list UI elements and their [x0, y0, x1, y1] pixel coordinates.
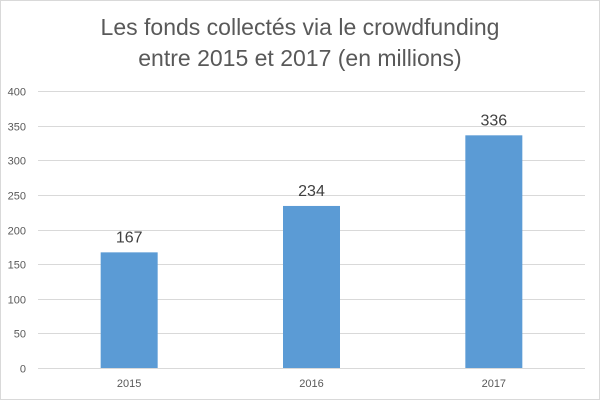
x-axis-tick-labels: 2015 2016 2017: [117, 378, 506, 390]
data-label-2016: 234: [298, 183, 325, 200]
bar-2017: [465, 135, 523, 368]
x-tick-label-2017: 2017: [482, 378, 506, 390]
y-tick-label: 250: [8, 191, 26, 203]
y-tick-label: 350: [8, 122, 26, 134]
chart-title-line-2: entre 2015 et 2017 (en millions): [138, 45, 462, 71]
y-tick-label: 0: [20, 364, 26, 376]
bars: [100, 135, 523, 368]
data-label-2015: 167: [116, 229, 143, 246]
y-tick-label: 150: [8, 260, 26, 272]
y-tick-label: 50: [14, 329, 26, 341]
y-tick-label: 100: [8, 295, 26, 307]
data-label-2017: 336: [480, 112, 507, 129]
y-tick-label: 400: [8, 87, 26, 99]
y-axis-tick-labels: 0 50 100 150 200 250 300 350 400: [8, 87, 26, 376]
chart-title-line-1: Les fonds collectés via le crowdfunding: [100, 14, 500, 40]
x-tick-label-2016: 2016: [299, 378, 323, 390]
data-labels: 167 234 336: [116, 112, 507, 246]
x-tick-label-2015: 2015: [117, 378, 141, 390]
y-tick-label: 200: [8, 226, 26, 238]
bar-2015: [100, 252, 158, 368]
chart-title: Les fonds collectés via le crowdfunding …: [0, 12, 600, 74]
bar-2016: [283, 205, 340, 368]
y-tick-label: 300: [8, 156, 26, 168]
